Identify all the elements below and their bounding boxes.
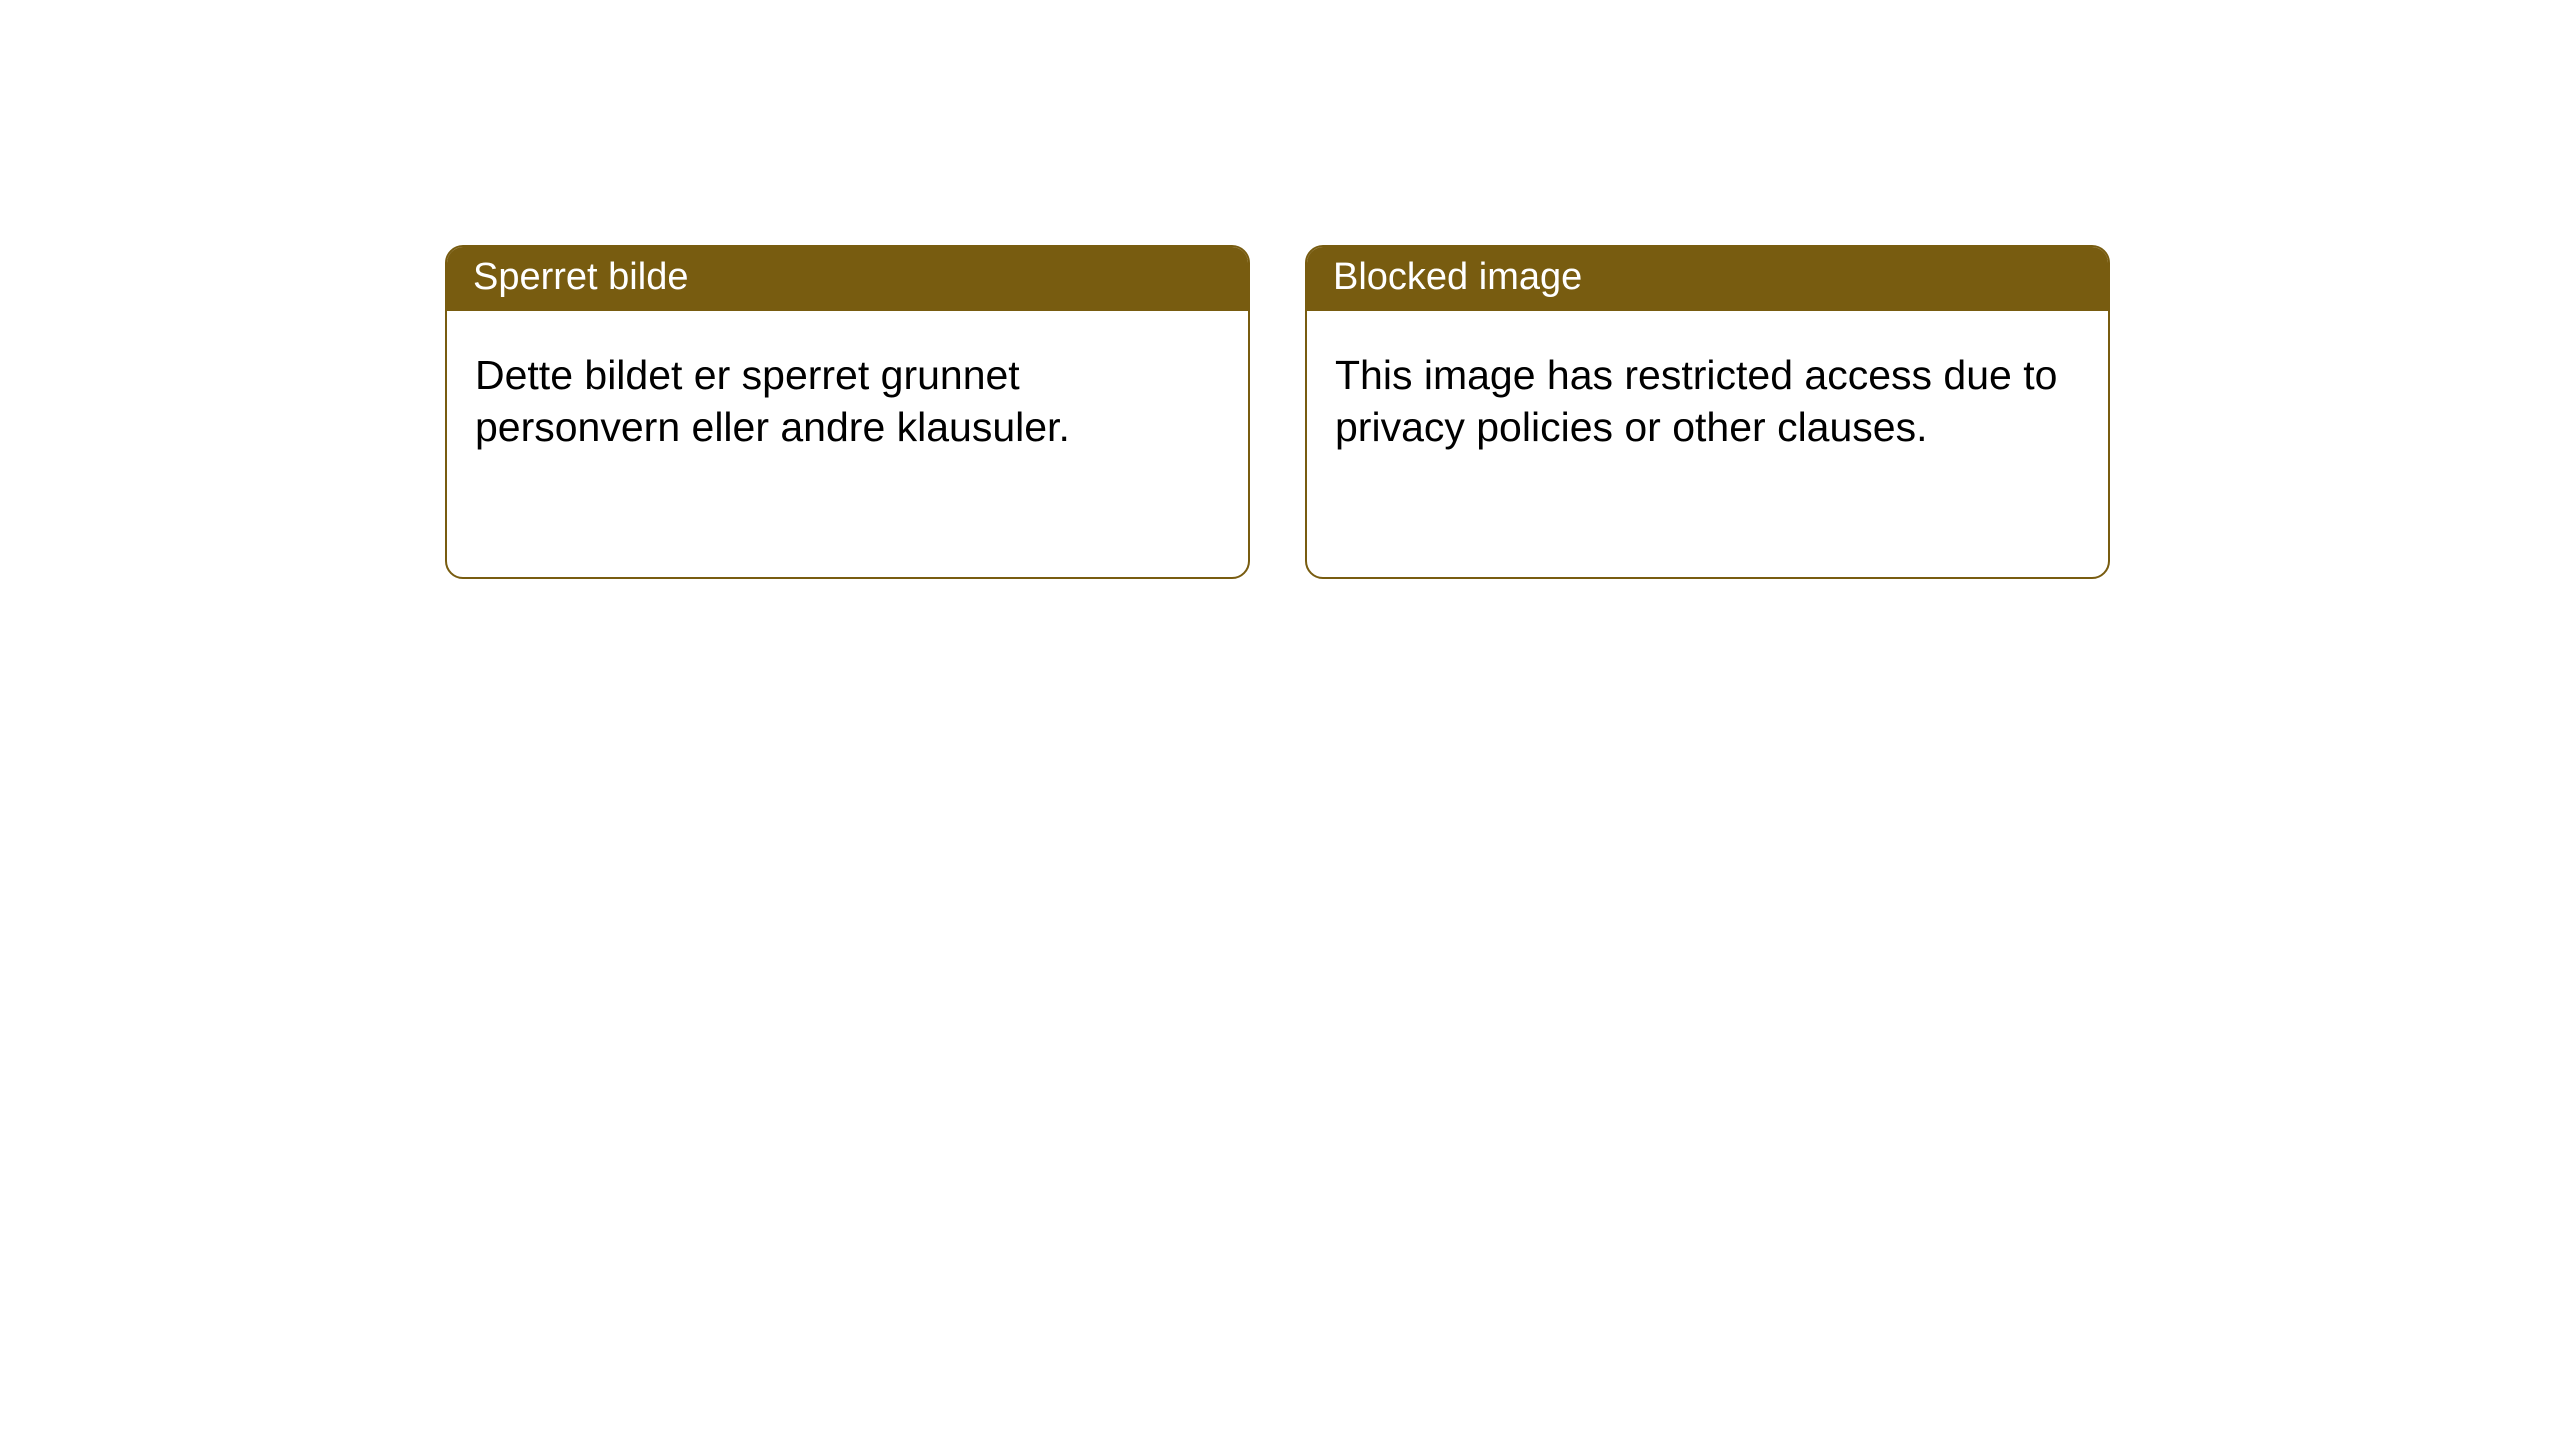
notice-card-header: Sperret bilde xyxy=(447,247,1248,311)
notice-card-header: Blocked image xyxy=(1307,247,2108,311)
notice-card-body: This image has restricted access due to … xyxy=(1307,311,2108,482)
notice-card-norwegian: Sperret bilde Dette bildet er sperret gr… xyxy=(445,245,1250,579)
notice-container: Sperret bilde Dette bildet er sperret gr… xyxy=(0,0,2560,579)
notice-card-body: Dette bildet er sperret grunnet personve… xyxy=(447,311,1248,482)
notice-card-english: Blocked image This image has restricted … xyxy=(1305,245,2110,579)
